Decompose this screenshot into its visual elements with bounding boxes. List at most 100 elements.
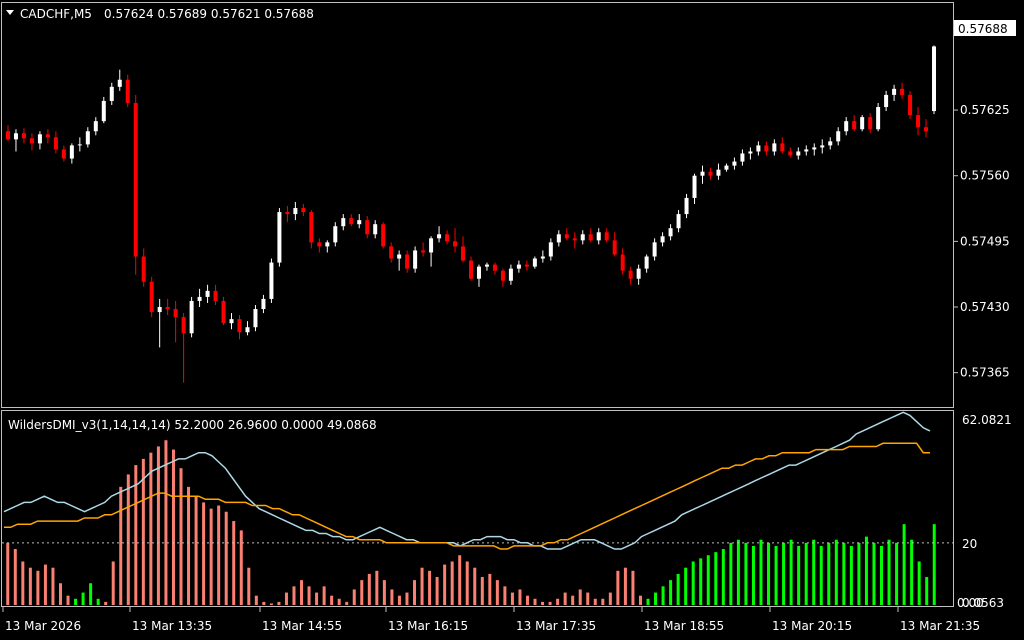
histogram-bar [390, 589, 394, 605]
histogram-bar [872, 542, 876, 605]
time-tick-label: 13 Mar 17:35 [516, 619, 596, 633]
candle-body [157, 307, 162, 313]
histogram-bar [804, 542, 808, 605]
candle-body [692, 175, 697, 198]
histogram-bar [360, 580, 364, 605]
histogram-bar [736, 539, 740, 605]
histogram-bar [759, 539, 763, 605]
candle-body [908, 94, 913, 116]
current-price-box [954, 20, 1016, 36]
histogram-bar [819, 545, 823, 605]
histogram-bar [397, 595, 401, 605]
histogram-bar [646, 598, 650, 605]
price-tick-label: 0.57365 [960, 366, 1010, 380]
candle-body [421, 250, 426, 253]
y-axis-labels: 0.57365 0.57430 0.57495 0.57560 0.57625 62.08… [954, 103, 1012, 610]
candle-body [77, 144, 82, 146]
candle-body [844, 121, 849, 132]
candle-body [173, 309, 178, 318]
histogram-bar [413, 580, 417, 605]
histogram-bar [623, 567, 627, 605]
candle-body [796, 151, 801, 156]
histogram-bar [435, 577, 439, 605]
candle-body [476, 266, 481, 279]
histogram-bar [58, 583, 62, 605]
histogram-bar [849, 545, 853, 605]
histogram-bar [111, 561, 115, 605]
histogram-bar [284, 592, 288, 605]
indicator-tick-label: 62.0821 [962, 413, 1012, 427]
histogram-bar [925, 577, 929, 605]
histogram-bar [616, 570, 620, 605]
histogram-bar [751, 545, 755, 605]
candle-body [484, 264, 489, 267]
candle-body [221, 300, 226, 324]
candle-body [788, 151, 793, 156]
histogram-bar [300, 580, 304, 605]
candle-body [580, 234, 585, 241]
candle-body [852, 121, 857, 130]
histogram-bar [684, 567, 688, 605]
candle-body [868, 117, 873, 130]
candle-body [876, 107, 881, 130]
candle-body [628, 270, 633, 279]
histogram-bar [473, 567, 477, 605]
candle-body [469, 260, 473, 279]
indicator-panel-border [1, 410, 954, 607]
histogram-bar [827, 542, 831, 605]
candle-body [293, 208, 298, 215]
indicator-line [3, 411, 931, 550]
histogram-bar [322, 586, 326, 605]
dropdown-triangle-icon[interactable] [6, 10, 14, 15]
candle-body [389, 246, 394, 259]
candle-body [732, 161, 737, 166]
histogram-bar [141, 458, 145, 605]
indicator-tick-label: 0.00 [957, 596, 984, 610]
histogram-bar [187, 486, 191, 605]
histogram-bar [277, 601, 281, 605]
histogram-bar [367, 573, 371, 605]
price-tick-label: 0.57560 [960, 169, 1010, 183]
indicator-tick-label: 20 [962, 537, 977, 551]
candle-body [644, 256, 649, 269]
histogram-bar [812, 539, 816, 605]
histogram-bar [797, 545, 801, 605]
histogram-bar [910, 539, 914, 605]
histogram-bar [902, 524, 906, 605]
histogram-bar [842, 542, 846, 605]
histogram-bar [74, 598, 78, 605]
histogram-bar [247, 567, 251, 605]
histogram-bar [706, 555, 710, 605]
histogram-bar [96, 598, 100, 605]
histogram-bar [533, 598, 537, 605]
histogram-bar [699, 558, 703, 605]
histogram-bar [224, 511, 228, 605]
candle-body [445, 234, 450, 242]
candle-body [285, 212, 290, 215]
histogram-bar [179, 468, 183, 605]
histogram-bar [51, 567, 55, 605]
candle-body [37, 134, 42, 144]
candle-body [333, 226, 338, 243]
histogram-bar [729, 542, 733, 605]
histogram-bar [89, 583, 93, 605]
price-tick-label: 0.57625 [960, 103, 1010, 117]
histogram-bar [714, 552, 718, 605]
candle-body [405, 254, 410, 269]
time-tick-label: 13 Mar 21:35 [900, 619, 980, 633]
candle-body [165, 307, 170, 310]
candle-body [277, 212, 282, 263]
histogram-bar [864, 536, 868, 605]
histogram-bar [104, 601, 108, 605]
candle-body [149, 281, 154, 313]
histogram-bar [375, 570, 379, 605]
candle-body [596, 232, 601, 241]
candle-body [381, 224, 386, 247]
candle-body [213, 290, 218, 301]
candle-body [748, 151, 753, 154]
histogram-bar [164, 440, 168, 605]
histogram-bar [834, 539, 838, 605]
candle-body [652, 242, 657, 257]
histogram-bar [28, 567, 32, 605]
